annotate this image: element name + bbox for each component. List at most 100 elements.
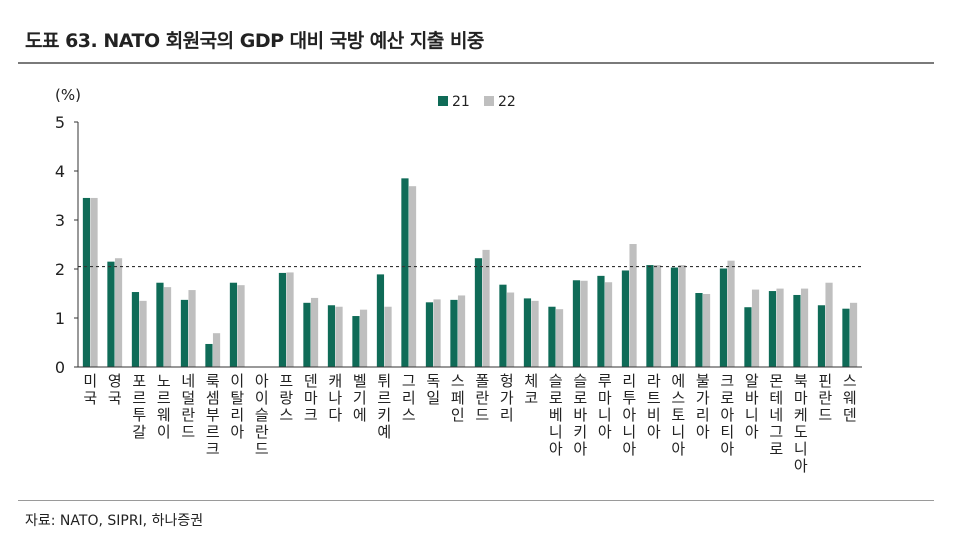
bar-21-핀란드 [817,305,826,367]
legend-swatch-22 [484,96,494,106]
bar-22-포르투갈 [139,300,147,367]
bar-21-노르웨이 [156,282,164,367]
bar-21-에스토니아 [670,267,679,367]
bar-21-알바니아 [744,307,752,367]
bar-22-벨기에 [359,309,368,367]
bar-21-리투아니아 [621,270,630,367]
bottom-rule [18,500,934,501]
bar-21-영국 [107,261,115,367]
bar-21-포르투갈 [131,292,140,367]
bar-22-덴마크 [310,297,319,367]
bars [82,178,858,367]
bar-22-스페인 [457,295,466,367]
bar-21-그리스 [401,178,409,367]
top-rule [18,62,934,64]
bar-21-독일 [425,302,434,367]
bar-21-스웨덴 [842,308,850,367]
bar-22-룩셈부르크 [212,333,221,367]
bar-21-불가리아 [695,293,703,367]
chart-title: 도표 63. NATO 회원국의 GDP 대비 국방 예산 지출 비중 [25,30,484,52]
bar-22-북마케도니아 [800,288,809,367]
bar-21-몬테네그로 [768,291,777,367]
bar-21-네덜란드 [180,299,189,367]
bar-21-이탈리아 [229,282,238,367]
bar-21-폴란드 [474,258,483,367]
bar-22-독일 [433,299,441,367]
bar-21-체코 [523,298,532,367]
bar-22-튀르키예 [384,306,392,367]
bar-21-프랑스 [278,272,287,367]
bar-21-미국 [82,197,91,367]
bar-22-슬로바키아 [580,280,588,367]
y-tick-label: 1 [55,309,65,328]
y-axis: 0 1 2 3 4 5 [55,113,78,377]
y-tick-label: 4 [55,162,65,181]
bar-22-알바니아 [751,289,760,367]
bar-22-미국 [90,197,98,367]
bar-chart: (%) 21 22 0 1 2 3 4 5 미 국 영 국 포 르 투 갈 노 르 웨 이 네 덜 란 드 룩 셈 부 르 크 이 탈… [55,86,862,475]
bar-22-에스토니아 [678,265,686,367]
y-tick-label: 0 [55,358,65,377]
y-tick-label: 2 [55,260,65,279]
bar-22-프랑스 [286,272,294,367]
bar-21-크로아티아 [719,268,728,367]
bar-21-덴마크 [303,302,311,367]
bar-22-그리스 [408,186,417,367]
bar-21-루마니아 [597,275,605,367]
bar-22-체코 [531,300,539,367]
bar-22-캐나다 [335,306,343,367]
bar-22-슬로베니아 [555,309,564,367]
legend-label-21: 21 [452,94,470,110]
bar-21-라트비아 [646,265,654,367]
legend-swatch-21 [438,96,448,106]
bar-22-네덜란드 [188,290,196,367]
bar-22-핀란드 [825,282,833,367]
bar-22-스웨덴 [849,302,858,367]
y-tick-label: 5 [55,113,65,132]
bar-22-불가리아 [702,293,711,367]
bar-21-캐나다 [327,305,336,367]
bar-21-룩셈부르크 [205,343,213,367]
bar-22-루마니아 [604,282,613,367]
bar-22-영국 [114,258,123,367]
bar-22-헝가리 [506,292,515,367]
bar-21-슬로베니아 [548,306,556,367]
bar-21-북마케도니아 [793,294,801,367]
source-note: 자료: NATO, SIPRI, 하나증권 [25,513,204,529]
y-axis-unit-label: (%) [55,86,81,104]
bar-22-라트비아 [653,265,662,367]
bar-22-폴란드 [482,249,490,367]
x-axis-labels: 미 국 영 국 포 르 투 갈 노 르 웨 이 네 덜 란 드 룩 셈 부 르 크 이 탈 리 아 아 이 슬 란 드 프 랑 스 덴 마 크 캐 나 다 벨… [83,372,857,475]
bar-22-리투아니아 [629,244,637,367]
